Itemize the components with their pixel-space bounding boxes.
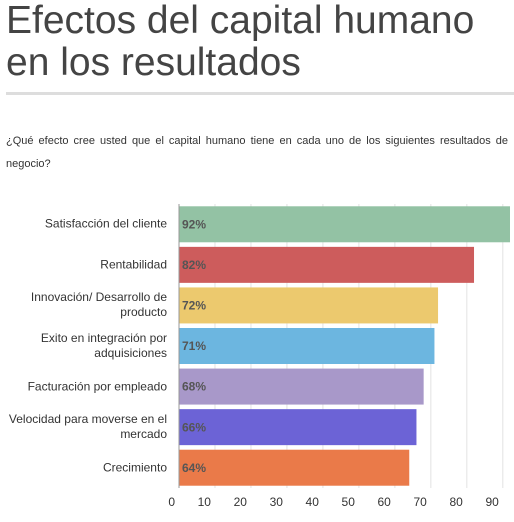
x-tick-label: 80 [449, 495, 463, 509]
chart-title: Efectos del capital humano en los result… [6, 0, 475, 84]
bar [179, 287, 439, 324]
x-tick-label: 90 [485, 495, 499, 509]
bar [179, 206, 510, 243]
x-tick-label: 30 [270, 495, 284, 509]
value-label: 82% [182, 258, 206, 272]
y-tick-label: Innovación/ Desarrollo de producto [30, 290, 167, 320]
x-tick-label: 10 [198, 495, 212, 509]
bar [179, 328, 435, 364]
chart-subtitle: ¿Qué efecto cree usted que el capital hu… [6, 135, 508, 170]
y-tick-label: Facturación por empleado [27, 379, 167, 394]
value-label: 68% [182, 380, 206, 394]
y-tick-label: Exito en integración por adquisiciones [40, 331, 167, 360]
value-label: 72% [182, 299, 206, 313]
bar [179, 449, 410, 486]
bar [179, 246, 475, 283]
y-tick-label: Velocidad para moverse en el mercado [8, 412, 167, 442]
x-tick-label: 20 [234, 495, 248, 509]
y-tick-label: Rentabilidad [100, 257, 167, 272]
divider [6, 92, 514, 95]
value-label: 64% [182, 461, 206, 475]
y-tick-label: Satisfacción del cliente [44, 216, 167, 231]
x-tick-label: 40 [306, 495, 320, 509]
x-tick-label: 0 [168, 495, 175, 509]
y-tick-label: Crecimiento [102, 460, 167, 475]
value-label: 66% [182, 420, 206, 434]
value-label: 92% [182, 217, 206, 231]
bar [179, 409, 417, 446]
bar [179, 368, 424, 405]
x-tick-label: 60 [378, 495, 392, 509]
x-tick-label: 70 [413, 495, 427, 509]
value-label: 71% [182, 339, 206, 353]
x-tick-label: 50 [342, 495, 356, 509]
